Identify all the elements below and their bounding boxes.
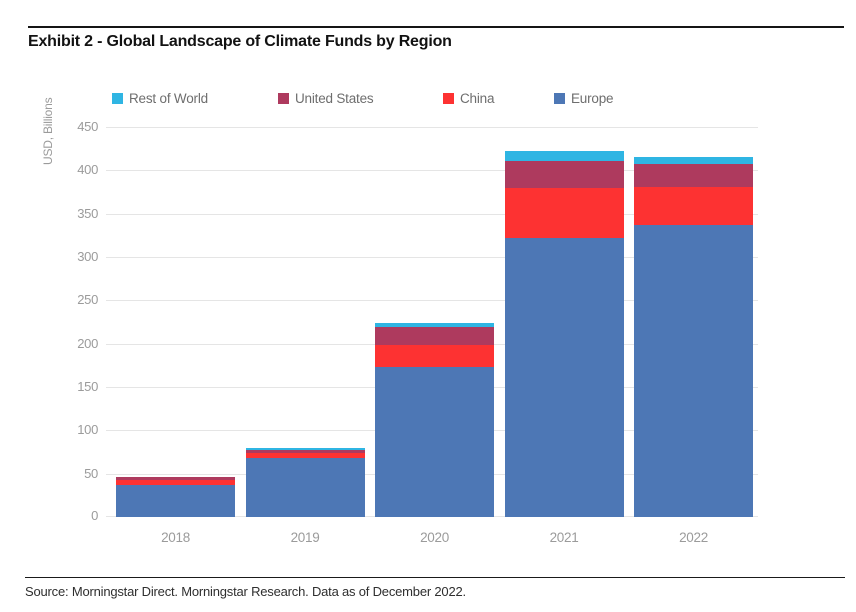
bar-segment-rest-of-world-2022 bbox=[634, 157, 753, 164]
footer-rule bbox=[25, 577, 845, 578]
legend-swatch-icon bbox=[554, 93, 565, 104]
gridline-450 bbox=[106, 127, 758, 128]
bar-segment-united-states-2022 bbox=[634, 164, 753, 187]
y-axis-tick-labels: 0 50 100 150 200 250 300 350 400 450 bbox=[40, 119, 98, 523]
gridline-250 bbox=[106, 300, 758, 301]
chart-title: Exhibit 2 - Global Landscape of Climate … bbox=[28, 33, 452, 50]
bar-segment-china-2021 bbox=[504, 188, 624, 238]
x-tick-label-2019: 2019 bbox=[290, 530, 320, 545]
source-note: Source: Morningstar Direct. Morningstar … bbox=[25, 584, 466, 599]
legend-swatch-icon bbox=[443, 93, 454, 104]
bar-segment-rest-of-world-2020 bbox=[375, 323, 494, 327]
bar-2020 bbox=[375, 127, 494, 517]
legend-item-rest-of-world: Rest of World bbox=[112, 91, 208, 106]
legend-swatch-icon bbox=[112, 93, 123, 104]
y-tick-label-200: 200 bbox=[77, 336, 98, 351]
x-tick-label-2022: 2022 bbox=[679, 530, 708, 545]
bar-segment-china-2020 bbox=[375, 345, 494, 367]
bar-segment-europe-2018 bbox=[116, 485, 235, 517]
bar-2021 bbox=[504, 127, 624, 517]
bar-segment-europe-2019 bbox=[245, 458, 365, 517]
y-tick-label-400: 400 bbox=[77, 162, 98, 177]
legend-label: Europe bbox=[571, 91, 614, 106]
legend-label: Rest of World bbox=[129, 91, 208, 106]
y-tick-label-50: 50 bbox=[84, 466, 98, 481]
bar-segment-rest-of-world-2019 bbox=[245, 448, 365, 450]
legend: Rest of World United States China Europe bbox=[0, 91, 856, 109]
bar-segment-europe-2021 bbox=[504, 238, 624, 517]
y-tick-label-100: 100 bbox=[77, 422, 98, 437]
gridline-300 bbox=[106, 257, 758, 258]
gridline-350 bbox=[106, 214, 758, 215]
bar-segment-united-states-2021 bbox=[504, 161, 624, 188]
bar-2018 bbox=[116, 127, 235, 517]
bar-segment-rest-of-world-2021 bbox=[504, 151, 624, 161]
legend-item-europe: Europe bbox=[554, 91, 614, 106]
x-tick-label-2018: 2018 bbox=[161, 530, 190, 545]
bar-segment-united-states-2020 bbox=[375, 327, 494, 345]
legend-swatch-icon bbox=[278, 93, 289, 104]
bar-segment-united-states-2019 bbox=[245, 450, 365, 453]
y-tick-label-250: 250 bbox=[77, 292, 98, 307]
x-axis-tick-labels: 2018 2019 2020 2021 2022 bbox=[106, 530, 758, 548]
bar-2022 bbox=[634, 127, 753, 517]
y-tick-label-150: 150 bbox=[77, 379, 98, 394]
bar-segment-europe-2020 bbox=[375, 367, 494, 517]
legend-label: China bbox=[460, 91, 495, 106]
bar-2019 bbox=[245, 127, 365, 517]
bar-segment-europe-2022 bbox=[634, 225, 753, 517]
y-tick-label-350: 350 bbox=[77, 206, 98, 221]
bar-segment-china-2019 bbox=[245, 453, 365, 458]
x-tick-label-2020: 2020 bbox=[420, 530, 449, 545]
plot-area bbox=[106, 127, 758, 517]
gridline-400 bbox=[106, 170, 758, 171]
bar-segment-china-2018 bbox=[116, 480, 235, 485]
y-tick-label-450: 450 bbox=[77, 119, 98, 134]
y-tick-label-300: 300 bbox=[77, 249, 98, 264]
legend-item-united-states: United States bbox=[278, 91, 374, 106]
legend-label: United States bbox=[295, 91, 374, 106]
title-rule bbox=[28, 26, 844, 28]
legend-item-china: China bbox=[443, 91, 494, 106]
bar-segment-china-2022 bbox=[634, 187, 753, 225]
bar-segment-united-states-2018 bbox=[116, 477, 235, 480]
y-tick-label-0: 0 bbox=[91, 508, 98, 523]
x-tick-label-2021: 2021 bbox=[549, 530, 579, 545]
